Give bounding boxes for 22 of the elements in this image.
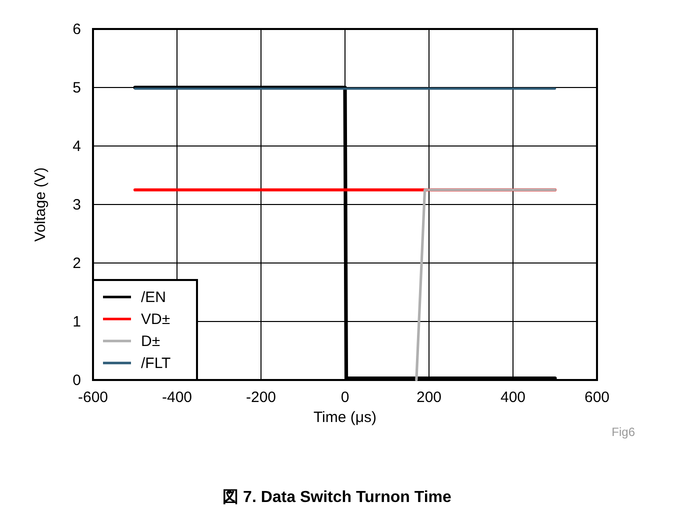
y-tick-label: 6 (72, 21, 81, 38)
y-tick-label: 4 (72, 138, 81, 155)
legend-label: /EN (141, 289, 166, 306)
y-tick-label: 1 (72, 314, 81, 330)
caption: Fig6 (612, 425, 636, 439)
x-tick-label: 600 (584, 389, 610, 406)
y-tick-label: 5 (72, 80, 81, 96)
x-tick-label: 200 (416, 389, 442, 406)
caption: 図 7. Data Switch Turnon Time (222, 489, 452, 506)
y-tick-label: 0 (72, 372, 81, 389)
y-tick-label: 2 (72, 255, 81, 272)
y-axis-title: Voltage (V) (32, 167, 49, 242)
x-tick-label: -200 (246, 389, 276, 406)
x-tick-label: -400 (162, 389, 192, 406)
x-axis-title: Time (μs) (313, 409, 377, 426)
legend-label: D± (141, 333, 160, 350)
legend-label: VD± (141, 311, 170, 328)
x-tick-label: -600 (78, 389, 108, 406)
x-tick-label: 400 (500, 389, 526, 406)
legend-label: /FLT (141, 355, 171, 372)
x-tick-label: 0 (340, 389, 350, 406)
y-tick-label: 3 (72, 196, 81, 214)
